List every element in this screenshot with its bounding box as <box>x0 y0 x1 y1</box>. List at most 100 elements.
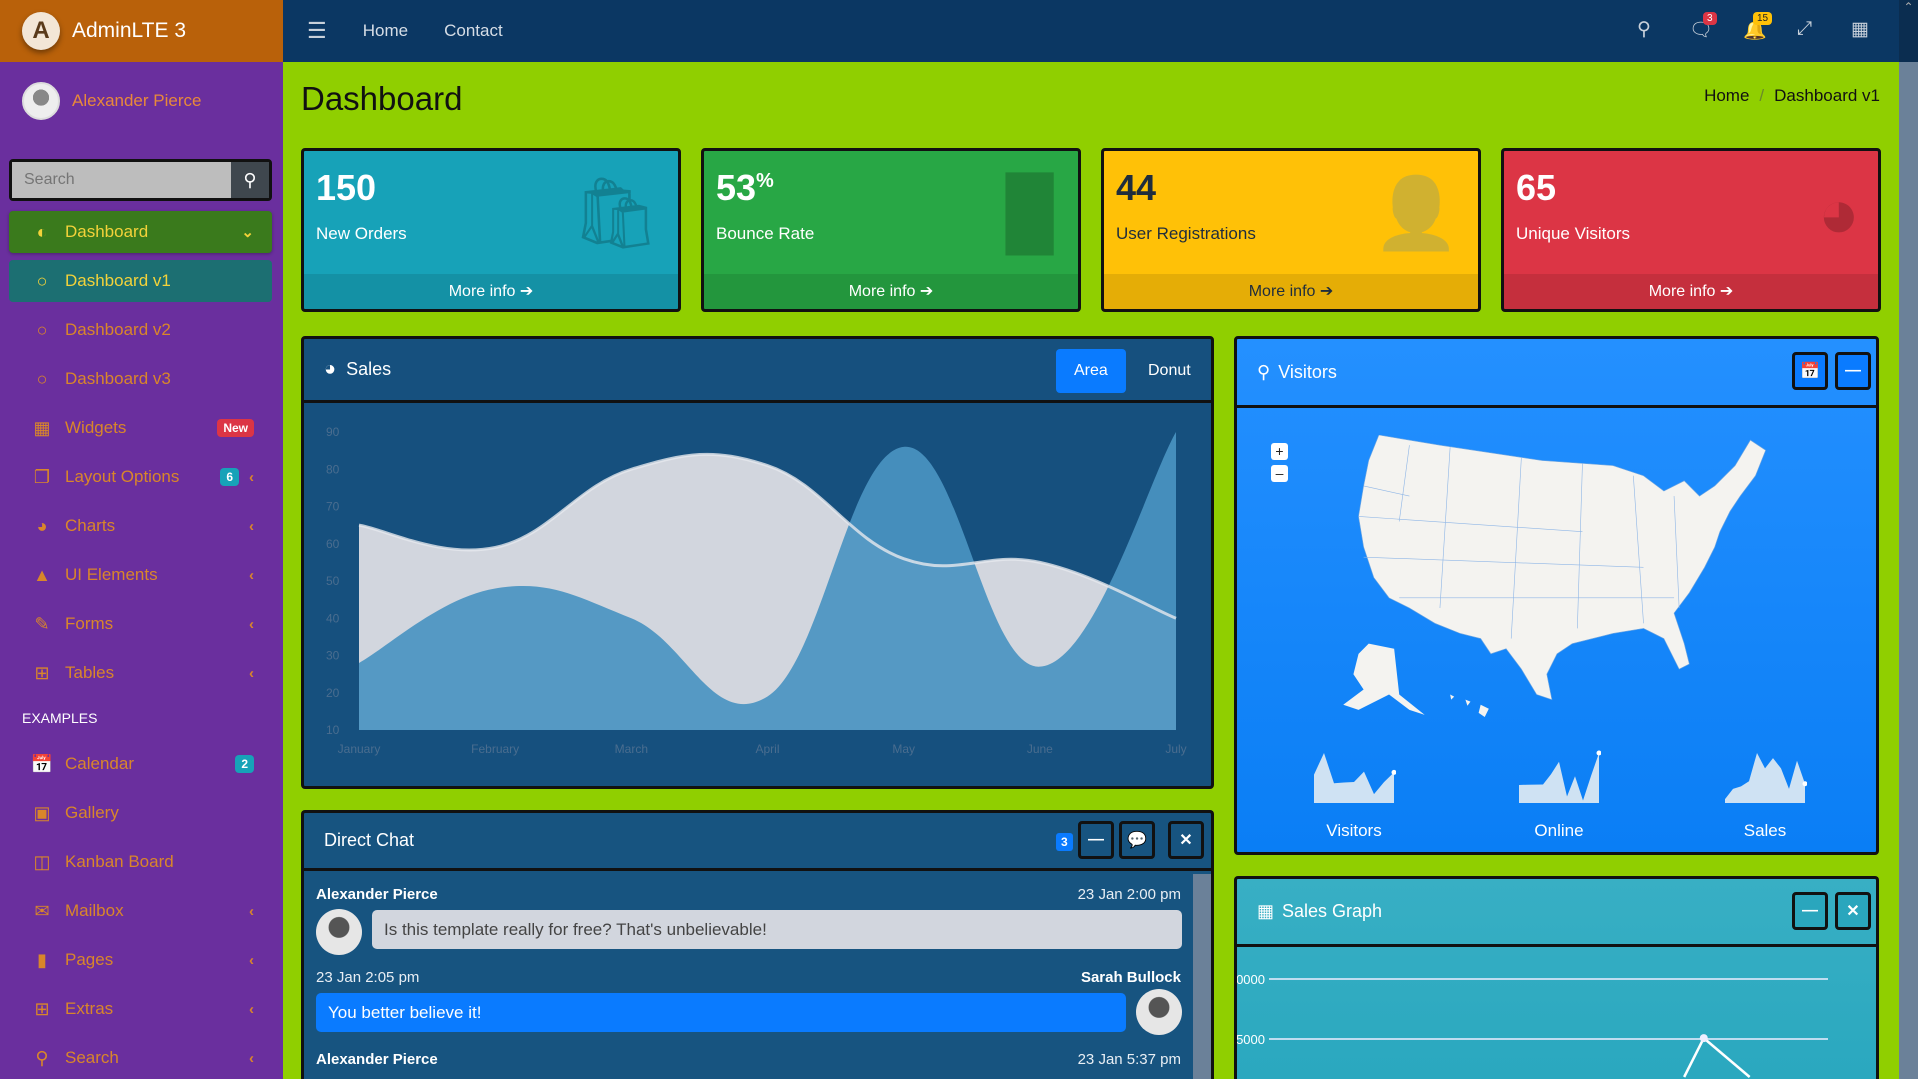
info-box-label: Unique Visitors <box>1516 224 1631 243</box>
breadcrumb: Home / Dashboard v1 <box>1704 86 1880 105</box>
y-tick-label: 10 <box>326 723 340 737</box>
sidebar-item-dashboard[interactable]: ◐ Dashboard ⌄ <box>9 211 272 253</box>
visitors-title: Visitors <box>1278 361 1337 382</box>
sidebar-item-dashboard-v2[interactable]: ○ Dashboard v2 <box>9 309 272 351</box>
sidebar-item-charts[interactable]: ◕ Charts ‹ <box>9 505 272 547</box>
close-button[interactable]: ✕ <box>1835 892 1871 930</box>
sidebar-item-widgets[interactable]: ▦ Widgets New <box>9 407 272 449</box>
sidebar-item-search[interactable]: ⚲ Search ‹ <box>9 1037 272 1079</box>
collapse-button[interactable]: — <box>1078 821 1114 859</box>
sparkline-label: Sales <box>1743 821 1787 840</box>
tachometer-icon: ◐ <box>36 221 48 242</box>
menu-toggle-icon[interactable]: ☰ <box>307 18 327 43</box>
chart-pie-icon: ◕ <box>36 515 48 536</box>
sidebar-item-kanban-board[interactable]: ◫ Kanban Board <box>9 841 272 883</box>
series-line-0 <box>358 452 1177 620</box>
date-range-button[interactable]: 📅 <box>1792 352 1828 390</box>
usa-map[interactable] <box>1337 435 1777 720</box>
user-plus-icon: 👤 <box>1372 174 1460 252</box>
section-header-examples: EXAMPLES <box>22 710 98 726</box>
info-box-label: User Registrations <box>1116 224 1256 243</box>
sidebar-item-forms[interactable]: ✎ Forms ‹ <box>9 603 272 645</box>
y-tick-label: 50 <box>326 574 340 588</box>
sidebar-item-extras[interactable]: ⊞ Extras ‹ <box>9 988 272 1030</box>
info-box: 53% Bounce Rate ▉ More info ➔ <box>701 148 1081 312</box>
x-tick-label: June <box>1027 742 1053 756</box>
sparkline-area <box>1725 753 1805 803</box>
bell-icon[interactable]: 🔔 15 <box>1743 12 1773 42</box>
envelope-icon: ✉ <box>34 900 50 921</box>
search-input[interactable] <box>12 162 231 198</box>
message-author: Alexander Pierce <box>316 1051 438 1068</box>
message-bubble: You better believe it! <box>316 993 1126 1032</box>
avatar <box>1136 989 1182 1035</box>
state-borders <box>1358 445 1680 639</box>
sidebar-item-mailbox[interactable]: ✉ Mailbox ‹ <box>9 890 272 932</box>
info-box-value: 44 <box>1116 167 1157 208</box>
sidebar-item-dashboard-v1[interactable]: ○ Dashboard v1 <box>9 260 272 302</box>
sales-line-segment <box>1683 1037 1705 1078</box>
collapse-button[interactable]: — <box>1835 352 1871 390</box>
y-tick-label: 20000 <box>1237 972 1265 987</box>
chevron-down-icon: ⌄ <box>241 224 254 241</box>
info-box-value: 53% <box>716 167 774 208</box>
sales-area-chart: 90 80 70 60 50 40 30 20 10 January February March Ap… <box>326 425 1187 756</box>
more-info-link[interactable]: More info ➔ <box>1504 274 1878 309</box>
sparkline-area <box>1314 753 1394 803</box>
tab-area[interactable]: Area <box>1056 349 1126 393</box>
y-tick-label: 20 <box>326 686 340 700</box>
sidebar-item-gallery[interactable]: ▣ Gallery <box>9 792 272 834</box>
sidebar-item-dashboard-v3[interactable]: ○ Dashboard v3 <box>9 358 272 400</box>
copy-icon: ❐ <box>33 466 51 487</box>
more-info-link[interactable]: More info ➔ <box>704 274 1078 309</box>
chat-count-badge: 3 <box>1056 833 1073 851</box>
breadcrumb-home[interactable]: Home <box>1704 86 1750 105</box>
sales-card-header: ◕ Sales Area Donut <box>304 339 1211 403</box>
sidebar-item-label: Tables <box>65 663 115 682</box>
page-scrollbar[interactable]: ⌃ <box>1899 0 1918 1079</box>
user-panel[interactable]: Alexander Pierce <box>22 82 201 120</box>
nav-contact-link[interactable]: Contact <box>444 21 503 40</box>
chat-header: Direct Chat 3 — 💬 ✕ <box>304 813 1211 871</box>
search-icon[interactable]: ⚲ <box>1637 19 1651 40</box>
sidebar-item-calendar[interactable]: 📅 Calendar 2 <box>9 743 272 785</box>
sidebar-item-tables[interactable]: ⊞ Tables ‹ <box>9 652 272 694</box>
collapse-button[interactable]: — <box>1792 892 1828 930</box>
map-zoom-in-button[interactable]: + <box>1271 443 1288 460</box>
info-box-label: New Orders <box>316 224 407 243</box>
more-info-link[interactable]: More info ➔ <box>304 274 678 309</box>
messages-icon[interactable]: 🗨 3 <box>1689 12 1717 42</box>
control-sidebar-icon[interactable]: ▦ <box>1851 19 1869 40</box>
usa-contiguous-states <box>1358 435 1767 701</box>
message-author: Alexander Pierce <box>316 886 438 903</box>
brand-title: AdminLTE 3 <box>72 19 186 42</box>
tab-donut[interactable]: Donut <box>1148 362 1191 379</box>
sparkline-visitors <box>1314 753 1396 803</box>
direct-chat-card: Direct Chat 3 — 💬 ✕ Alexander Pierce 23 … <box>301 810 1214 1079</box>
close-button[interactable]: ✕ <box>1168 821 1204 859</box>
book-icon: ▮ <box>37 949 47 970</box>
chevron-left-icon: ‹ <box>249 902 254 920</box>
sidebar-item-ui-elements[interactable]: ▲ UI Elements ‹ <box>9 554 272 596</box>
sidebar-item-layout-options[interactable]: ❐ Layout Options 6 ‹ <box>9 456 272 498</box>
contacts-button[interactable]: 💬 <box>1119 821 1155 859</box>
nav-home-link[interactable]: Home <box>362 21 409 40</box>
brand[interactable]: A AdminLTE 3 <box>0 0 283 62</box>
scroll-up-icon[interactable]: ⌃ <box>1899 0 1918 62</box>
arrow-circle-right-icon: ➔ <box>1319 283 1334 300</box>
sidebar-item-label: Forms <box>65 614 114 633</box>
chat-scrollbar[interactable] <box>1193 874 1211 1079</box>
chevron-left-icon: ‹ <box>249 566 254 584</box>
nav-badge: New <box>217 419 254 437</box>
fullscreen-icon[interactable]: ⤢ <box>1797 18 1813 39</box>
tree-icon: ▲ <box>33 564 51 585</box>
y-tick-label: 80 <box>326 462 340 476</box>
plus-square-icon: ⊞ <box>34 998 50 1019</box>
map-zoom-out-button[interactable]: – <box>1271 465 1288 482</box>
sidebar-item-pages[interactable]: ▮ Pages ‹ <box>9 939 272 981</box>
chevron-left-icon: ‹ <box>249 615 254 633</box>
more-info-link[interactable]: More info ➔ <box>1104 274 1478 309</box>
sales-line-chart: 20000 15000 <box>1237 972 1828 1078</box>
sidebar-item-label: Calendar <box>65 754 134 773</box>
search-button[interactable]: ⚲ <box>231 162 269 198</box>
